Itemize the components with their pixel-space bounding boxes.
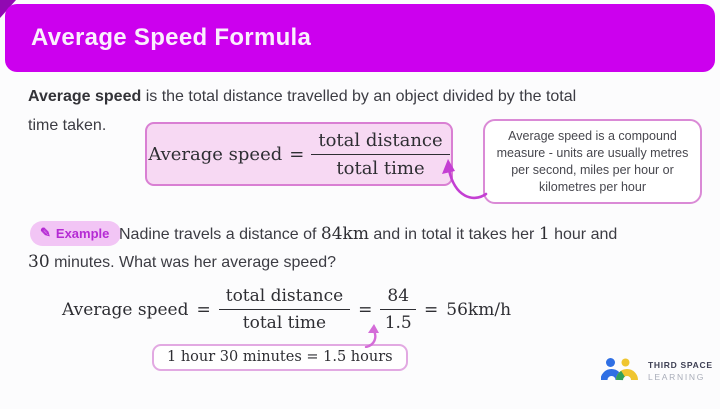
time-note-arrow-icon [364, 324, 379, 348]
intro-line-1-text: is the total distance travelled by an ob… [141, 88, 577, 105]
solution-frac2-denominator: 1.5 [384, 313, 412, 333]
logo-people-icon [601, 358, 638, 381]
header-banner: Average Speed Formula [5, 4, 715, 72]
example-text-seg3: hour and [549, 226, 618, 243]
solution-fraction-words: total distance total time [218, 286, 351, 333]
intro-bold-term: Average speed [28, 88, 142, 105]
example-line-1: Nadine travels a distance of 84km and in… [119, 224, 617, 244]
formula-equals: = [289, 143, 305, 165]
example-badge-label: Example [55, 226, 110, 241]
callout-arrow-icon [442, 159, 488, 200]
compound-measure-callout: Average speed is a compound measure - un… [483, 119, 702, 204]
solution-frac1-numerator: total distance [218, 286, 351, 310]
solution-equation: Average speed = total distance total tim… [62, 286, 511, 333]
intro-line-2: time taken. [28, 117, 107, 134]
pencil-icon: ✎ [40, 224, 51, 240]
example-line-2: 30 minutes. What was her average speed? [28, 252, 336, 272]
solution-result: 56km/h [446, 299, 512, 320]
formula-numerator: total distance [311, 130, 450, 155]
example-text-seg1: Nadine travels a distance of [119, 226, 321, 243]
third-space-learning-logo: THIRD SPACE LEARNING [601, 356, 713, 386]
solution-fraction-numbers: 84 1.5 [380, 286, 417, 333]
formula-lhs: Average speed [148, 143, 283, 165]
solution-equals-1: = [196, 299, 211, 320]
logo-text: THIRD SPACE LEARNING [648, 360, 713, 382]
solution-frac2-numerator: 84 [380, 286, 417, 310]
example-question-text: minutes. What was her average speed? [49, 254, 337, 271]
logo-line-2: LEARNING [648, 372, 706, 382]
solution-equals-3: = [424, 299, 439, 320]
formula-box: Average speed = total distance total tim… [145, 122, 453, 186]
example-minutes-value: 30 [28, 252, 50, 272]
intro-line-1: Average speed is the total distance trav… [28, 88, 576, 106]
formula-denominator: total time [336, 157, 425, 179]
solution-frac1-denominator: total time [242, 313, 327, 333]
example-badge: ✎ Example [30, 221, 122, 246]
time-conversion-note: 1 hour 30 minutes = 1.5 hours [152, 344, 408, 371]
example-hours-value: 1 [538, 224, 550, 244]
example-text-seg2: and in total it takes her [368, 226, 539, 243]
callout-text: Average speed is a compound measure - un… [496, 128, 689, 194]
logo-line-1: THIRD SPACE [648, 360, 713, 370]
formula-fraction: total distance total time [311, 130, 450, 179]
page-title: Average Speed Formula [31, 24, 312, 51]
solution-equals-2: = [358, 299, 373, 320]
solution-lhs: Average speed [62, 299, 189, 320]
example-distance-value: 84km [320, 224, 369, 244]
